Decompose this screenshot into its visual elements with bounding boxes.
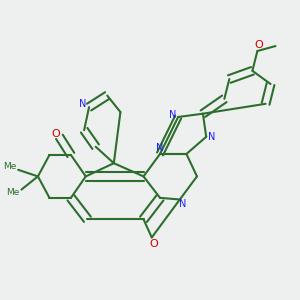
Text: O: O	[255, 40, 263, 50]
Text: O: O	[149, 239, 158, 249]
Text: Me: Me	[7, 188, 20, 197]
Text: N: N	[156, 143, 164, 153]
Text: N: N	[208, 132, 216, 142]
Text: N: N	[179, 200, 187, 209]
Text: N: N	[169, 110, 176, 120]
Text: N: N	[79, 99, 86, 109]
Text: Me: Me	[3, 162, 16, 171]
Text: O: O	[51, 128, 60, 139]
